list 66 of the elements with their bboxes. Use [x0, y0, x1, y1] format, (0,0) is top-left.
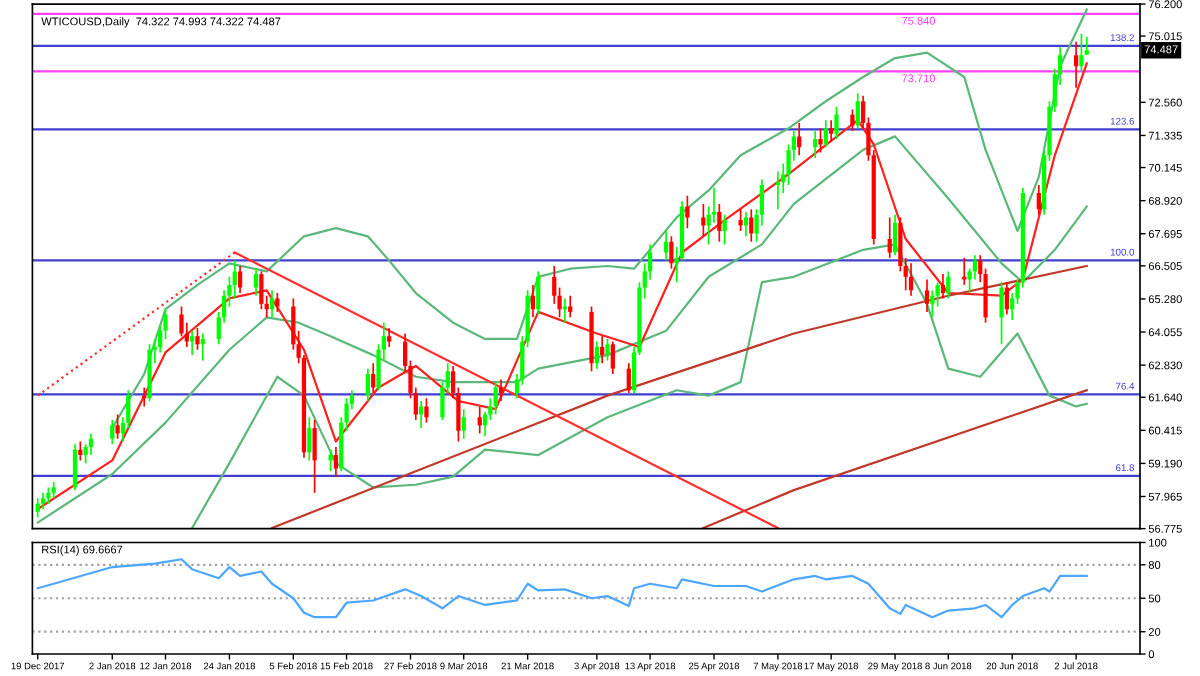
candlestick — [818, 127, 823, 154]
candlestick — [312, 419, 317, 494]
candlestick — [749, 208, 754, 243]
candlestick — [477, 405, 482, 435]
candlestick — [387, 327, 392, 348]
candlestick — [232, 259, 237, 300]
candlestick — [72, 443, 78, 491]
candlestick — [610, 340, 615, 375]
candlestick — [743, 211, 749, 238]
candlestick — [328, 448, 333, 473]
line-series — [36, 62, 1088, 511]
candlestick — [269, 289, 275, 319]
candlestick — [738, 208, 743, 232]
candlestick — [850, 108, 855, 132]
candlestick — [797, 122, 802, 157]
candlestick — [365, 367, 371, 402]
candlestick — [1079, 32, 1084, 73]
candlestick — [115, 413, 120, 440]
candlestick — [1004, 281, 1009, 316]
candlestick — [259, 270, 264, 311]
candlestick — [626, 362, 631, 394]
candlestick — [110, 419, 115, 446]
line-series — [36, 558, 1088, 619]
line-series — [36, 135, 1088, 524]
candlestick — [887, 216, 892, 259]
candlestick — [605, 338, 610, 362]
candlestick — [195, 327, 200, 351]
line-series — [270, 264, 1088, 529]
candlestick — [237, 265, 243, 294]
candlestick — [823, 119, 828, 149]
candlestick — [536, 270, 541, 316]
candlestick — [530, 284, 536, 319]
candlestick — [275, 292, 280, 313]
candlestick — [775, 170, 781, 211]
candlestick — [962, 257, 967, 286]
candlestick — [35, 497, 40, 518]
candlestick — [701, 203, 706, 238]
candlestick — [419, 400, 424, 429]
candlestick — [190, 329, 195, 356]
candlestick — [908, 262, 914, 297]
candlestick — [855, 92, 860, 130]
candlestick — [834, 105, 839, 140]
candlestick — [594, 340, 599, 370]
candlestick — [253, 267, 259, 297]
candlestick — [685, 194, 690, 230]
candlestick — [333, 446, 339, 478]
candlestick — [1036, 184, 1041, 216]
candlestick — [892, 213, 898, 257]
candlestick — [307, 416, 312, 462]
candlestick — [829, 119, 834, 143]
candlestick — [1073, 41, 1079, 89]
candlestick — [924, 278, 930, 313]
candlestick — [663, 230, 669, 262]
candlestick — [930, 289, 935, 319]
candlestick — [722, 213, 727, 246]
candlestick — [999, 281, 1004, 346]
candlestick — [946, 270, 951, 300]
candlestick — [717, 203, 722, 243]
candlestick — [600, 335, 605, 365]
candlestick — [940, 273, 946, 300]
candlestick — [88, 432, 94, 456]
candlestick — [461, 408, 466, 440]
candlestick — [669, 235, 674, 270]
candlestick — [424, 397, 429, 424]
candlestick — [813, 130, 818, 159]
candlestick — [371, 362, 376, 394]
